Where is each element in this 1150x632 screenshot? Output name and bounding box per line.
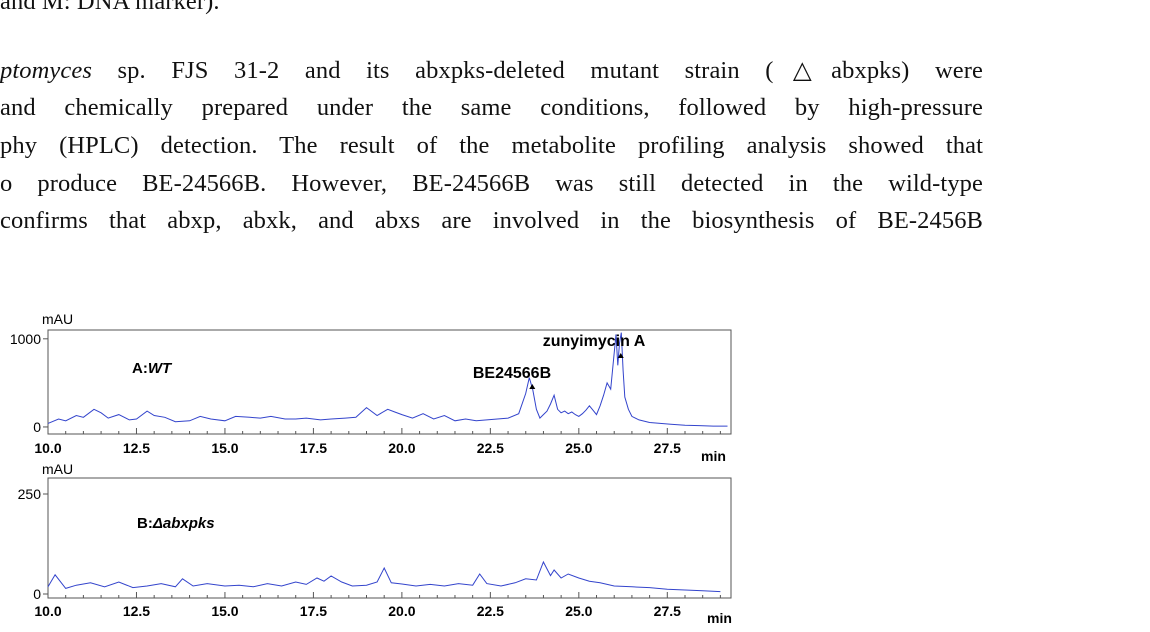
paragraph-line-2: and chemically prepared under the same c… (0, 94, 983, 121)
peak-label-1: zunyimycin A (543, 333, 646, 350)
plot-frame-b (47, 477, 732, 599)
x-tick-label-a-3: 17.5 (300, 440, 327, 456)
x-unit-label-b: min (707, 610, 732, 626)
x-tick-label-b-1: 12.5 (123, 603, 150, 619)
paragraph-line-5: confirms that abxp, abxk, and abxs are i… (0, 207, 983, 234)
peak-label-0: BE24566B (473, 365, 551, 382)
x-axis-a: 10.0 12.5 15.0 17.5 20.0 22.5 25.0 27.5 (34, 428, 721, 456)
y-axis-b: 0 250 (18, 486, 48, 602)
x-axis-b: 10.0 12.5 15.0 17.5 20.0 22.5 25.0 27.5 (34, 592, 721, 619)
y-tick-label-a-0: 0 (33, 419, 41, 435)
x-tick-label-b-4: 20.0 (388, 603, 415, 619)
plot-frame-a (47, 329, 732, 435)
y-tick-label-b-1: 250 (18, 486, 42, 502)
y-unit-label-b: mAU (42, 461, 73, 477)
y-tick-label-a-1: 1000 (10, 331, 41, 347)
y-unit-label-a: mAU (42, 311, 73, 327)
peak-marker-1 (617, 353, 624, 358)
paragraph-line-4: o produce BE-24566B. However, BE-24566B … (0, 170, 983, 197)
peak-annotations: BE24566B zunyimycin A (473, 333, 646, 389)
x-tick-label-a-7: 27.5 (654, 440, 681, 456)
x-tick-label-b-0: 10.0 (34, 603, 61, 619)
x-tick-label-a-4: 20.0 (388, 440, 415, 456)
y-axis-a: 0 1000 (10, 331, 48, 435)
figure-caption-tail: and M: DNA marker). (0, 0, 220, 15)
paragraph-line-3: phy (HPLC) detection. The result of the … (0, 132, 983, 159)
peak-marker-0 (529, 384, 536, 389)
x-tick-label-a-0: 10.0 (34, 440, 61, 456)
chromatogram-panel-b: mAU B:Δabxpks 0 250 10.0 12.5 15.0 17.5 20.0 2… (18, 461, 732, 626)
x-unit-label-a: min (701, 448, 726, 464)
x-tick-label-a-1: 12.5 (123, 440, 150, 456)
x-tick-label-b-5: 22.5 (477, 603, 504, 619)
x-tick-label-b-6: 25.0 (565, 603, 592, 619)
hplc-figure: mAU A:WT 0 1000 10.0 12.5 15.0 17.5 20.0 22.5 2… (10, 311, 732, 626)
panel-label-b: B:Δabxpks (137, 515, 215, 532)
genus-italic: ptomyces (0, 57, 92, 84)
paragraph-line-1: ptomyces sp. FJS 31-2 and its abxpks-del… (0, 57, 983, 84)
x-tick-label-a-5: 22.5 (477, 440, 504, 456)
x-tick-label-a-2: 15.0 (211, 440, 238, 456)
trace-mutant (47, 560, 721, 593)
x-tick-label-b-3: 17.5 (300, 603, 327, 619)
chromatogram-panel-a: mAU A:WT 0 1000 10.0 12.5 15.0 17.5 20.0 22.5 2… (10, 311, 732, 464)
panel-label-a: A:WT (132, 360, 173, 377)
x-tick-label-b-2: 15.0 (211, 603, 238, 619)
x-tick-label-a-6: 25.0 (565, 440, 592, 456)
trace-wt (47, 332, 728, 427)
x-tick-label-b-7: 27.5 (654, 603, 681, 619)
y-tick-label-b-0: 0 (33, 586, 41, 602)
